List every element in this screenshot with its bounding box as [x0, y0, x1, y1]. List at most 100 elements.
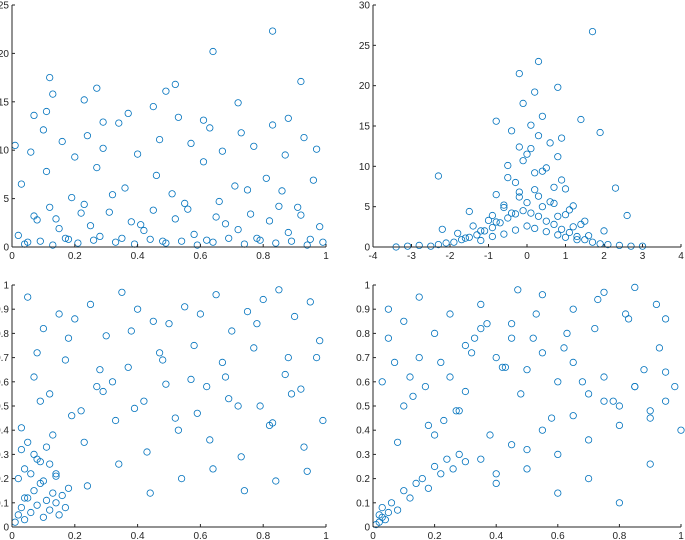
scatter-point	[46, 506, 54, 514]
scatter-point	[46, 203, 54, 211]
scatter-point	[588, 27, 597, 36]
scatter-point	[281, 151, 289, 159]
y-tick-label: 0.5	[0, 402, 9, 413]
scatter-point	[250, 344, 258, 352]
scatter-point	[538, 167, 547, 175]
y-tick-label: 1	[364, 281, 370, 292]
scatter-point	[501, 363, 509, 371]
scatter-point	[174, 426, 182, 434]
scatter-point	[14, 474, 22, 483]
scatter-point	[437, 358, 445, 366]
scatter-point	[434, 172, 442, 180]
scatter-point	[461, 458, 469, 466]
scatter-point	[652, 300, 661, 308]
x-tick-label: 0.4	[131, 531, 145, 540]
scatter-point	[677, 426, 685, 434]
scatter-point	[449, 465, 457, 473]
scatter-point	[507, 127, 516, 135]
scatter-point	[577, 115, 585, 124]
scatter-point	[14, 511, 22, 519]
scatter-point	[61, 356, 70, 364]
scatter-point	[440, 416, 448, 425]
scatter-point	[529, 334, 537, 342]
scatter-point	[93, 164, 101, 172]
scatter-point	[477, 227, 485, 235]
scatter-point	[523, 465, 531, 473]
scatter-point	[538, 349, 547, 357]
scatter-point	[434, 241, 442, 249]
scatter-point	[517, 390, 525, 398]
x-tick-label: 0.8	[256, 251, 270, 262]
scatter-point	[206, 124, 214, 132]
scatter-point	[17, 180, 25, 188]
scatter-point	[500, 230, 508, 238]
scatter-point	[527, 209, 535, 217]
scatter-point	[11, 141, 19, 149]
scatter-point	[96, 366, 104, 374]
scatter-point	[118, 288, 126, 296]
scatter-point	[623, 211, 631, 220]
scatter-point	[477, 236, 485, 245]
scatter-point	[203, 382, 211, 391]
scatter-point	[467, 349, 476, 357]
scatter-point	[646, 414, 654, 422]
scatter-point	[387, 499, 396, 507]
scatter-point	[140, 226, 148, 235]
scatter-point	[190, 230, 198, 238]
scatter-point	[515, 70, 523, 78]
scatter-point	[55, 511, 63, 519]
scatter-point	[461, 234, 469, 242]
scatter-point	[384, 334, 392, 342]
scatter-point	[234, 402, 242, 410]
scatter-point	[546, 139, 554, 147]
scatter-point	[461, 387, 469, 396]
scatter-point	[542, 228, 550, 236]
scatter-point	[171, 215, 179, 223]
scatter-points	[11, 27, 327, 249]
scatter-point	[237, 453, 245, 461]
scatter-point	[146, 489, 154, 497]
scatter-point	[542, 164, 550, 172]
scatter-point	[312, 145, 321, 153]
scatter-point	[300, 134, 308, 142]
scatter-point	[306, 235, 314, 243]
scatter-point	[42, 167, 51, 176]
scatter-point	[272, 477, 280, 485]
scatter-point	[250, 142, 258, 150]
scatter-point	[42, 107, 51, 116]
scatter-point	[594, 295, 602, 304]
scatter-point	[80, 96, 88, 104]
scatter-point	[504, 174, 512, 182]
scatter-point	[209, 47, 217, 56]
scatter-point	[569, 412, 577, 420]
x-tick-label: 1	[323, 251, 329, 262]
scatter-point	[542, 217, 550, 225]
scatter-point	[209, 465, 217, 473]
x-tick-label: 3	[640, 251, 646, 262]
scatter-point	[30, 487, 38, 495]
scatter-point	[584, 474, 593, 483]
scatter-point	[437, 470, 445, 478]
y-tick-label: 0.2	[356, 474, 370, 485]
scatter-point	[519, 207, 527, 215]
scatter-point	[287, 390, 296, 398]
scatter-point	[581, 236, 589, 244]
scatter-point	[554, 212, 562, 220]
scatter-point	[384, 508, 392, 517]
scatter-point	[569, 202, 577, 210]
scatter-point	[600, 227, 608, 235]
scatter-point	[538, 291, 547, 299]
scatter-point	[96, 232, 104, 240]
scatter-point	[492, 470, 500, 478]
scatter-point	[49, 431, 57, 439]
scatter-point	[577, 220, 585, 228]
y-tick-label: 0	[364, 523, 370, 534]
scatter-point	[118, 234, 126, 242]
scatter-point	[523, 445, 531, 454]
scatter-point	[178, 474, 186, 483]
y-tick-label: 0.2	[0, 474, 9, 485]
scatter-point	[247, 210, 255, 218]
scatter-point	[483, 320, 491, 328]
scatter-point	[102, 332, 110, 340]
